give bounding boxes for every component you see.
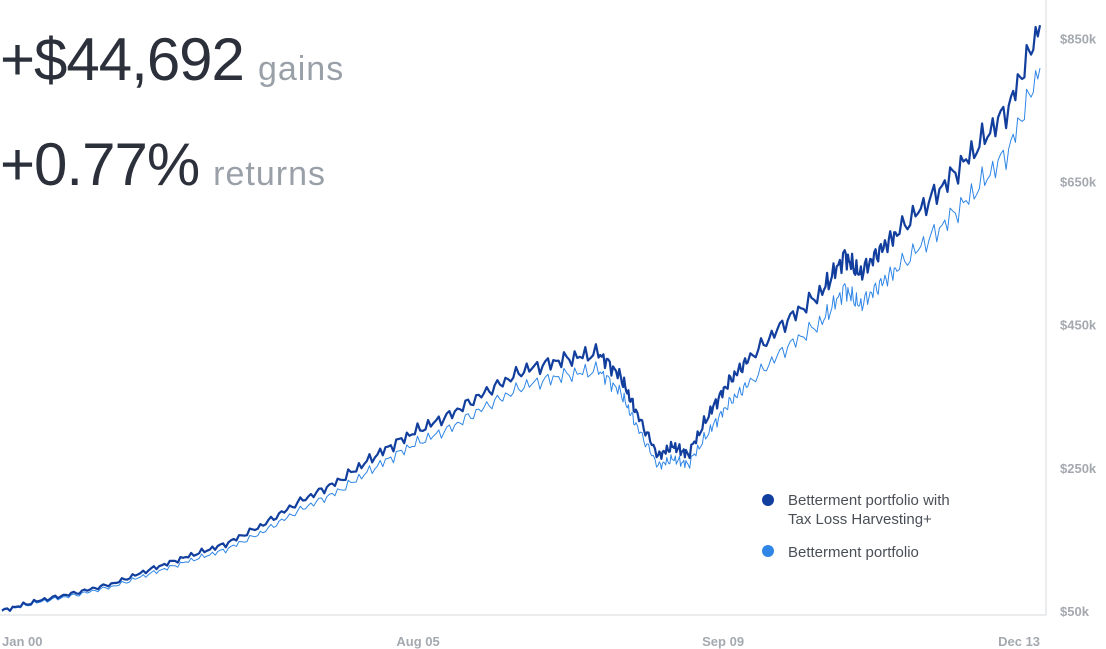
legend-label-tlh-line1: Betterment portfolio with [788, 492, 950, 509]
y-tick-label: $450k [1060, 318, 1097, 333]
x-tick-label: Aug 05 [396, 634, 439, 649]
legend: Betterment portfolio with Tax Loss Harve… [762, 492, 954, 561]
gains-value: +$44,692 [0, 26, 245, 93]
legend-marker-base [762, 545, 774, 557]
legend-label-tlh: Betterment portfolio with Tax Loss Harve… [788, 492, 954, 528]
x-tick-label: Jan 00 [2, 634, 42, 649]
y-tick-label: $650k [1060, 175, 1097, 190]
gains-label: gains [257, 50, 345, 88]
legend-marker-tlh [762, 494, 774, 506]
series-line-tlh [1, 24, 1042, 612]
legend-label-base: Betterment portfolio [788, 544, 919, 561]
series-layer [1, 24, 1042, 613]
returns-stat: +0.77% returns [0, 130, 326, 199]
series-line-base [1, 68, 1041, 613]
y-tick-label: $50k [1060, 604, 1090, 619]
x-tick-label: Dec 13 [998, 634, 1040, 649]
y-axis: $50k $250k $450k $650k $850k [1045, 0, 1097, 619]
x-axis: Jan 00 Aug 05 Sep 09 Dec 13 [0, 614, 1046, 649]
legend-label-tlh-line2: Tax Loss Harvesting+ [788, 511, 932, 528]
returns-label: returns [213, 155, 326, 193]
y-tick-label: $250k [1060, 461, 1097, 476]
x-tick-label: Sep 09 [702, 634, 744, 649]
gains-stat: +$44,692 gains [0, 25, 344, 94]
returns-value: +0.77% [0, 131, 200, 198]
y-tick-label: $850k [1060, 31, 1097, 46]
